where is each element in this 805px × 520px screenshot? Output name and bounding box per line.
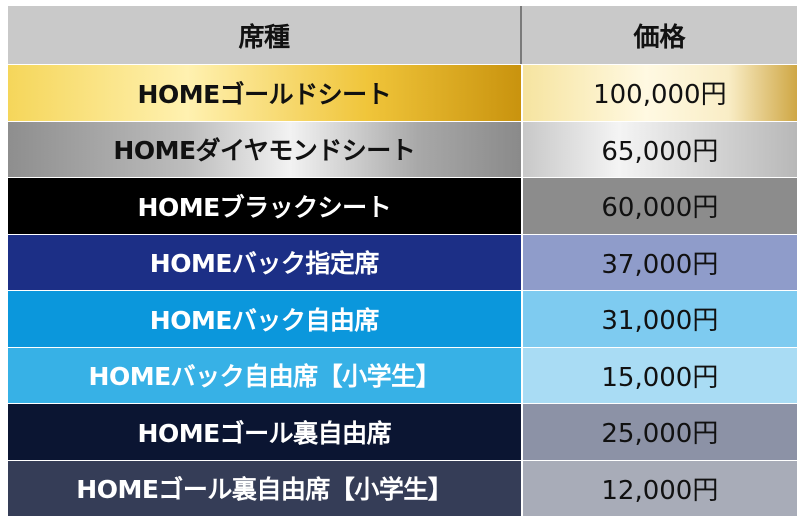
header-seat-type: 席種 — [8, 6, 522, 64]
table-row: HOMEバック自由席 31,000円 — [8, 290, 797, 347]
divider — [520, 121, 523, 177]
seat-name: HOMEダイヤモンドシート — [8, 121, 521, 177]
divider — [520, 404, 523, 460]
table-row: HOMEゴール裏自由席 25,000円 — [8, 403, 797, 460]
divider — [520, 65, 523, 121]
table-row: HOMEダイヤモンドシート 65,000円 — [8, 120, 797, 177]
seat-price: 12,000円 — [522, 460, 797, 516]
seat-name: HOMEブラックシート — [8, 178, 521, 234]
seat-name: HOMEゴール裏自由席 — [8, 404, 521, 460]
seat-price: 31,000円 — [522, 291, 797, 347]
divider — [520, 178, 523, 234]
seat-name: HOMEバック自由席【小学生】 — [8, 347, 521, 403]
seat-name: HOMEゴールドシート — [8, 65, 521, 121]
table-row: HOMEブラックシート 60,000円 — [8, 177, 797, 234]
seat-price: 37,000円 — [522, 234, 797, 290]
seat-price: 100,000円 — [522, 65, 797, 121]
seat-price: 65,000円 — [522, 121, 797, 177]
seat-price: 60,000円 — [522, 178, 797, 234]
table-header: 席種 価格 — [8, 6, 797, 64]
table-row: HOMEゴールドシート 100,000円 — [8, 64, 797, 121]
seat-name: HOMEバック自由席 — [8, 291, 521, 347]
divider — [520, 234, 523, 290]
price-table: 席種 価格 HOMEゴールドシート 100,000円 HOMEダイヤモンドシート… — [8, 6, 797, 516]
seat-price: 25,000円 — [522, 404, 797, 460]
table-row: HOMEバック指定席 37,000円 — [8, 233, 797, 290]
divider — [520, 460, 523, 516]
divider — [520, 347, 523, 403]
table-row: HOMEゴール裏自由席【小学生】 12,000円 — [8, 459, 797, 516]
seat-price: 15,000円 — [522, 347, 797, 403]
seat-name: HOMEバック指定席 — [8, 234, 521, 290]
header-price: 価格 — [633, 22, 686, 53]
divider — [520, 291, 523, 347]
table-row: HOMEバック自由席【小学生】 15,000円 — [8, 346, 797, 403]
seat-name: HOMEゴール裏自由席【小学生】 — [8, 460, 521, 516]
